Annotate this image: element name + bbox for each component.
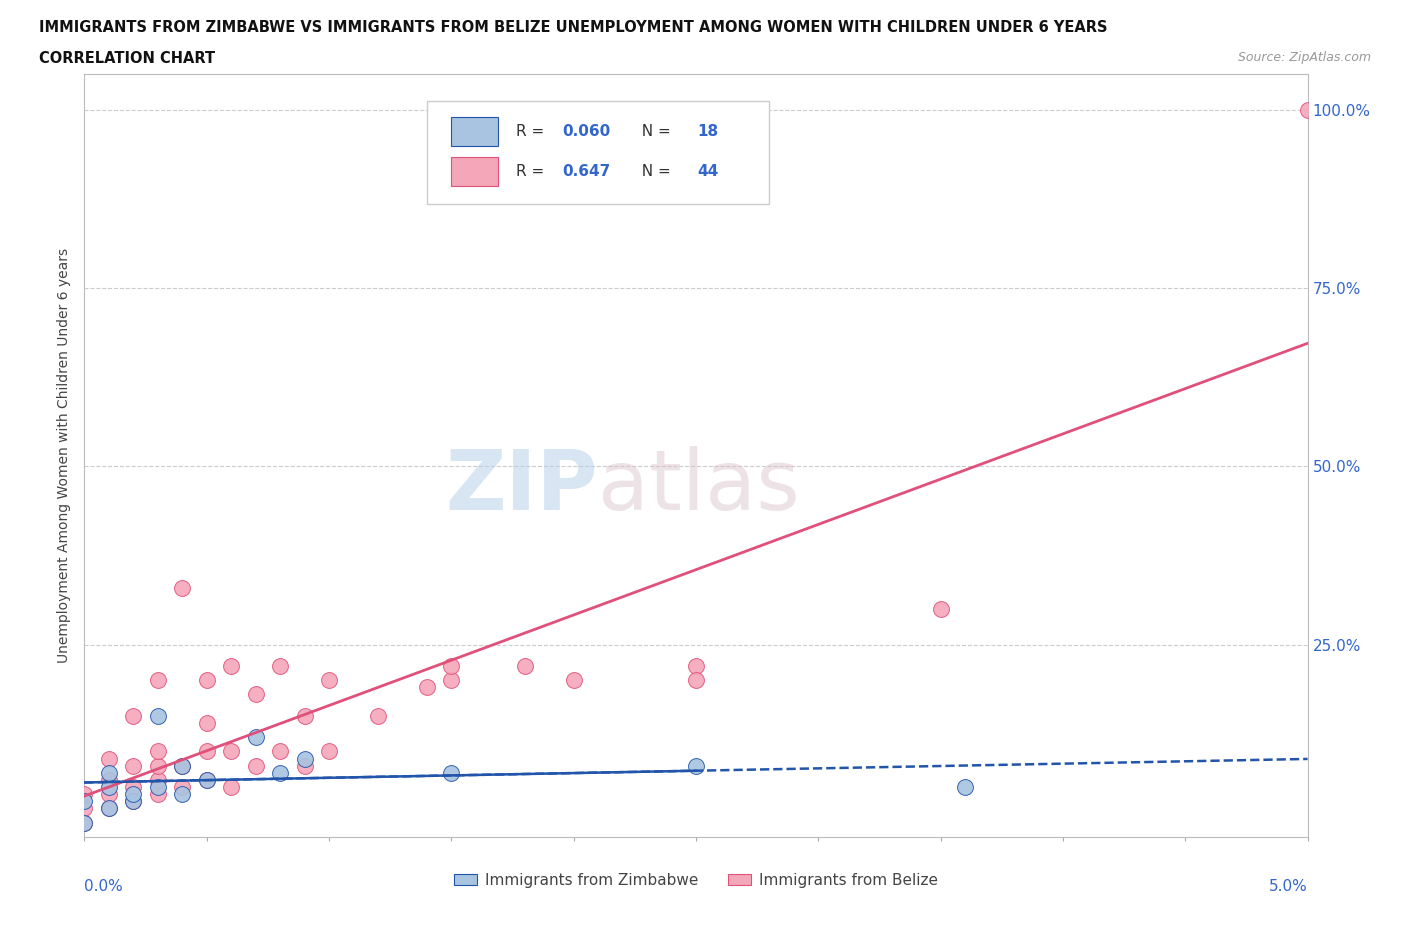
Point (73, 816, 96, 830)
Point (73, 801, 96, 816)
Text: R =: R = (516, 164, 550, 179)
Point (929, 602, 952, 617)
Point (245, 730, 267, 745)
Bar (451, 117, 498, 146)
Point (97, 751, 120, 766)
Point (73, 816, 96, 830)
Point (73, 794, 96, 809)
Text: CORRELATION CHART: CORRELATION CHART (39, 51, 215, 66)
Point (146, 744, 169, 759)
Point (269, 658, 291, 673)
Point (440, 765, 463, 780)
Text: 44: 44 (697, 164, 718, 179)
Text: R =: R = (516, 124, 550, 140)
Point (122, 779, 145, 794)
Point (294, 751, 316, 766)
Point (219, 744, 242, 759)
Point (146, 779, 169, 794)
Point (562, 672, 585, 687)
Point (97, 779, 120, 794)
Point (146, 773, 169, 788)
Point (219, 658, 242, 673)
Point (146, 672, 169, 687)
Point (195, 773, 218, 788)
Point (513, 658, 536, 673)
Point (122, 787, 145, 802)
Point (416, 680, 439, 695)
Point (122, 794, 145, 809)
Point (245, 687, 267, 702)
FancyBboxPatch shape (427, 101, 769, 204)
Point (172, 758, 194, 773)
Point (97, 787, 120, 802)
Y-axis label: Unemployment Among Women with Children Under 6 years: Unemployment Among Women with Children U… (58, 248, 72, 663)
Text: 0.0%: 0.0% (84, 879, 124, 894)
Point (97, 801, 120, 816)
Point (97, 801, 120, 816)
Point (269, 765, 291, 780)
Point (195, 672, 218, 687)
Point (172, 787, 194, 802)
Text: 5.0%: 5.0% (1268, 879, 1308, 894)
Point (146, 758, 169, 773)
Point (146, 709, 169, 724)
Text: atlas: atlas (598, 445, 800, 526)
Point (219, 779, 242, 794)
Point (685, 758, 707, 773)
Point (73, 787, 96, 802)
Point (367, 709, 389, 724)
Point (146, 787, 169, 802)
Point (318, 672, 340, 687)
Point (172, 779, 194, 794)
Point (97, 773, 120, 788)
Point (953, 779, 976, 794)
Point (294, 758, 316, 773)
Point (97, 765, 120, 780)
Text: IMMIGRANTS FROM ZIMBABWE VS IMMIGRANTS FROM BELIZE UNEMPLOYMENT AMONG WOMEN WITH: IMMIGRANTS FROM ZIMBABWE VS IMMIGRANTS F… (39, 20, 1108, 35)
Point (269, 744, 291, 759)
Point (318, 744, 340, 759)
Point (685, 658, 707, 673)
Point (195, 773, 218, 788)
Point (122, 709, 145, 724)
Point (195, 715, 218, 730)
Point (122, 794, 145, 809)
Text: Source: ZipAtlas.com: Source: ZipAtlas.com (1237, 51, 1371, 64)
Point (440, 658, 463, 673)
Point (440, 672, 463, 687)
Point (294, 709, 316, 724)
Legend: Immigrants from Zimbabwe, Immigrants from Belize: Immigrants from Zimbabwe, Immigrants fro… (449, 867, 943, 894)
Point (122, 758, 145, 773)
Text: N =: N = (633, 124, 676, 140)
Bar (451, 157, 498, 186)
Text: 0.060: 0.060 (562, 124, 610, 140)
Point (245, 758, 267, 773)
Text: ZIP: ZIP (446, 445, 598, 526)
Point (195, 744, 218, 759)
Text: 0.647: 0.647 (562, 164, 610, 179)
Point (1296, 102, 1319, 117)
Text: N =: N = (633, 164, 676, 179)
Point (685, 672, 707, 687)
Point (172, 758, 194, 773)
Text: 18: 18 (697, 124, 718, 140)
Point (172, 580, 194, 595)
